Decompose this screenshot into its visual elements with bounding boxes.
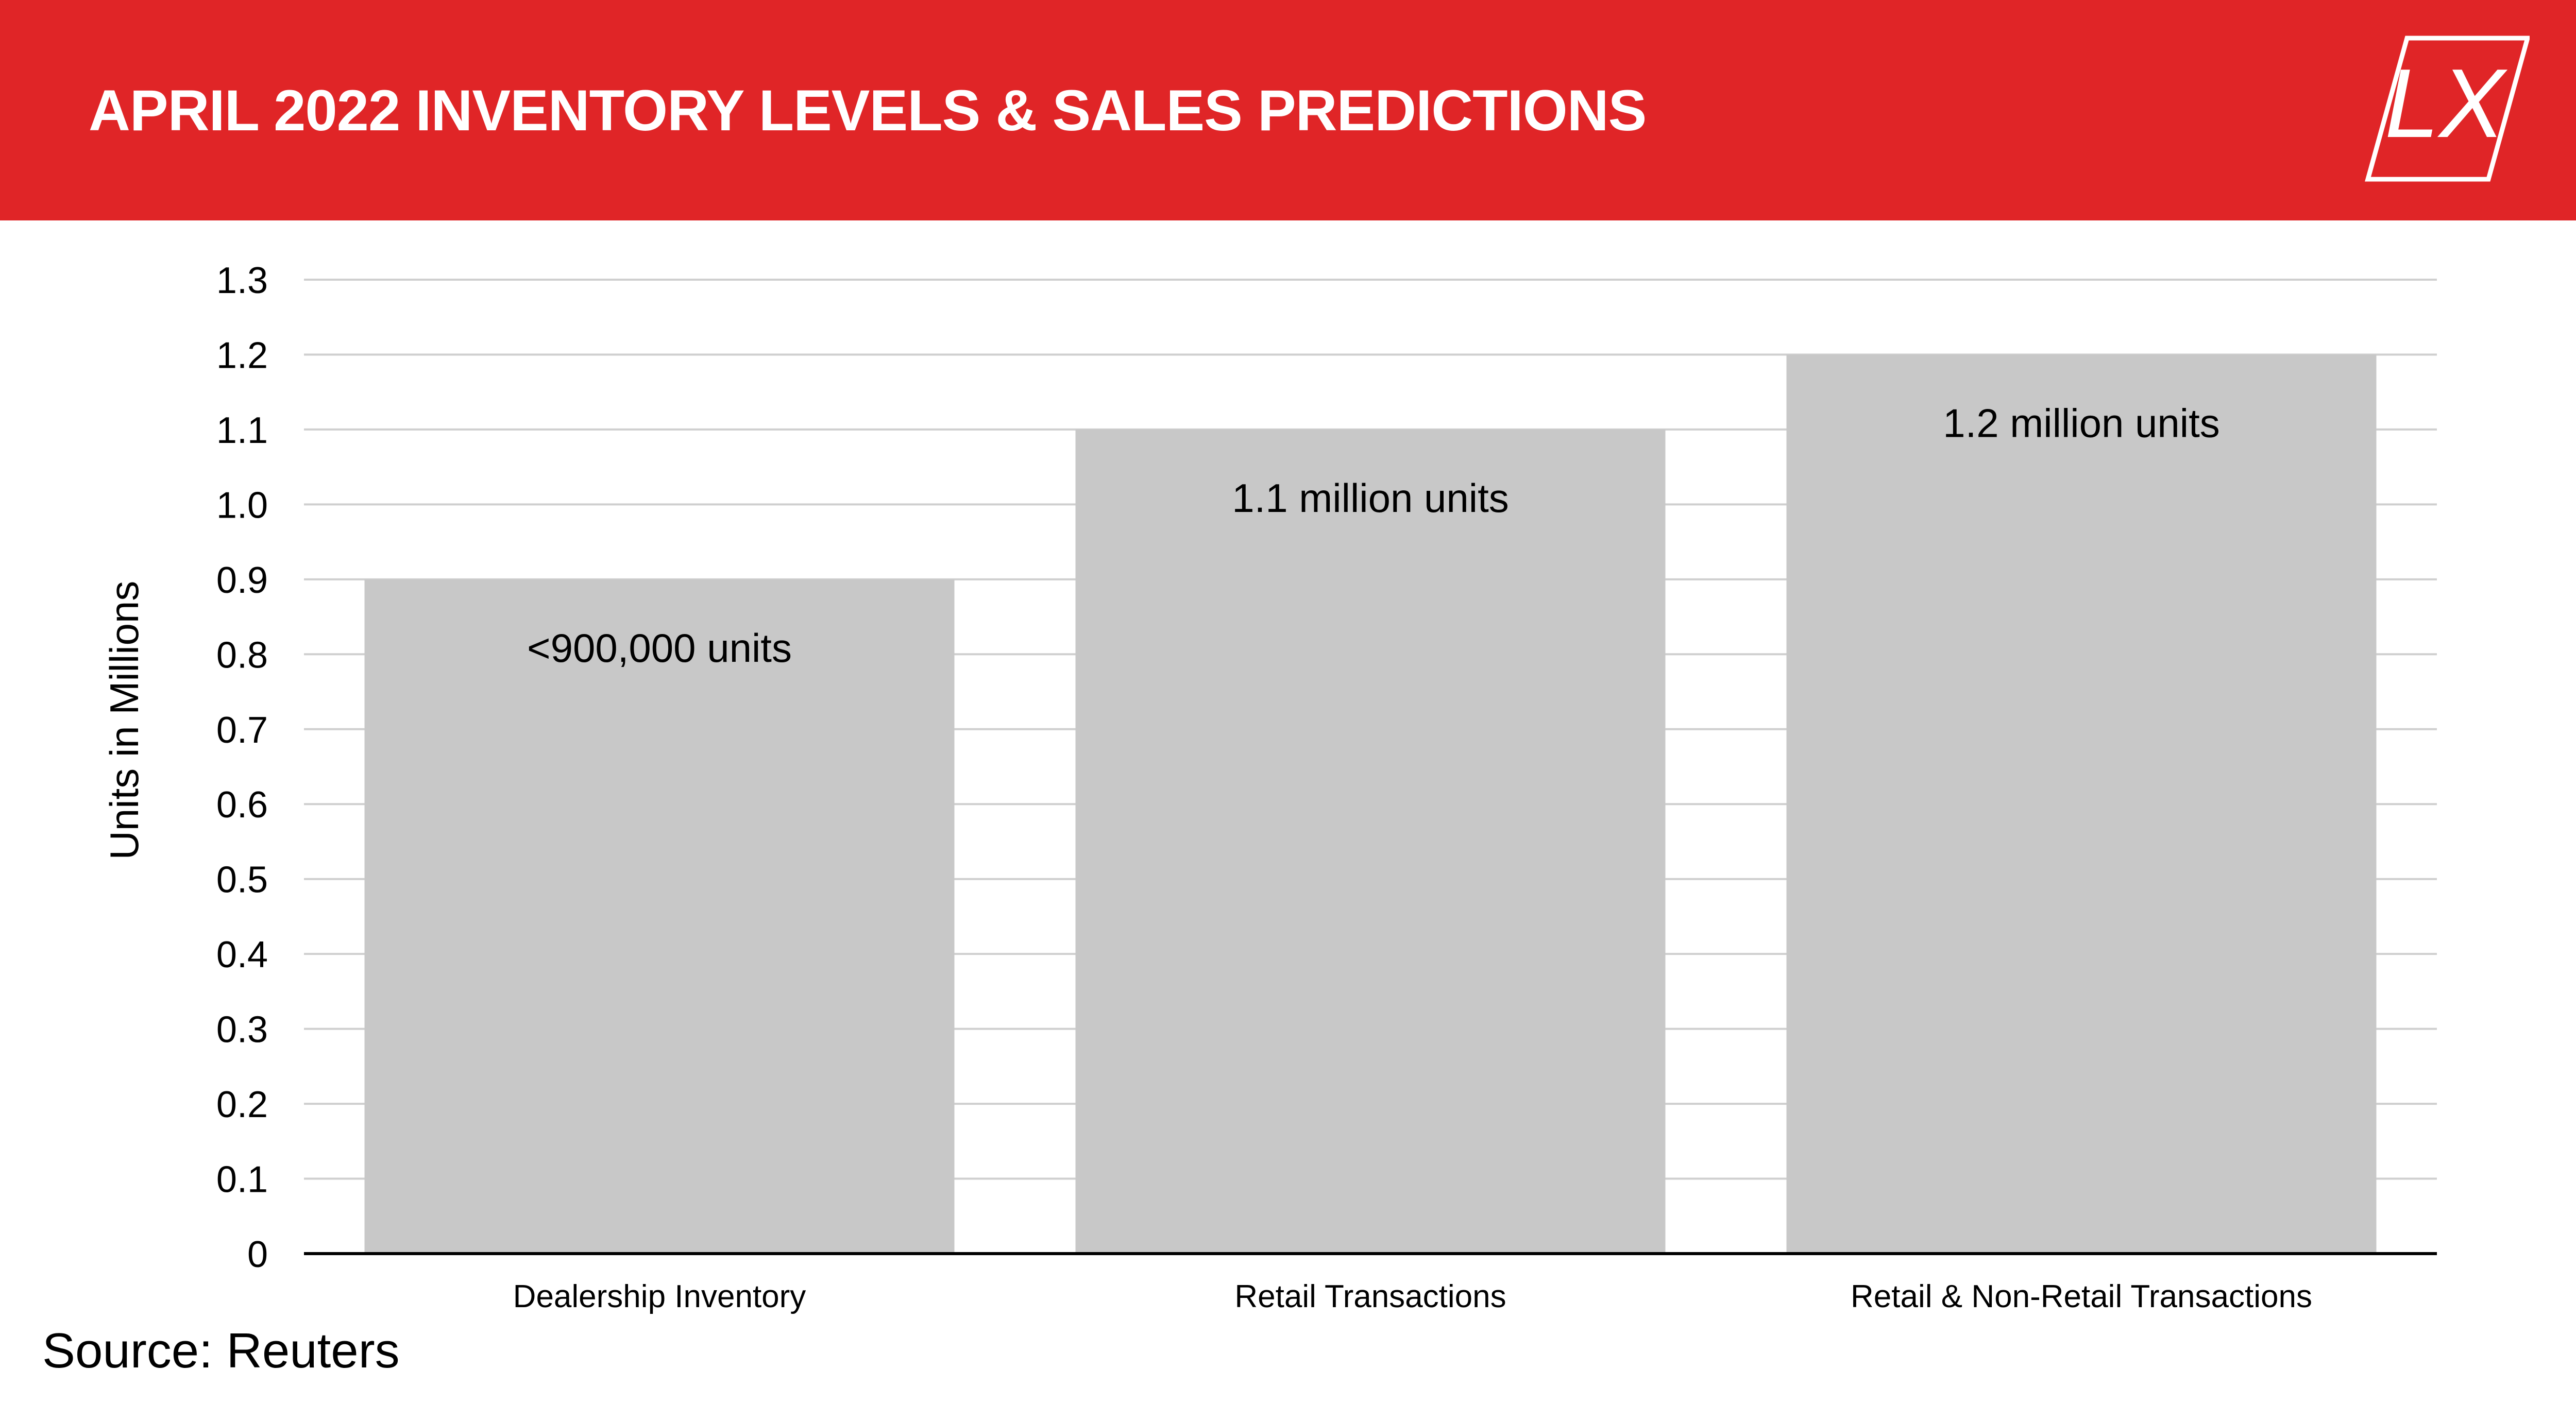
x-axis-ticks: Dealership Inventory Retail Transactions R… <box>513 1279 2312 1314</box>
y-tick-label: 0 <box>247 1234 268 1275</box>
y-tick-label: 0.1 <box>216 1159 268 1201</box>
y-tick-label: 1.1 <box>216 410 268 451</box>
y-tick-label: 0.8 <box>216 635 268 676</box>
bar <box>1786 354 2377 1254</box>
y-tick-label: 0.4 <box>216 934 268 975</box>
y-axis-title: Units in Millions <box>101 581 147 860</box>
y-tick-label: 1.0 <box>216 485 268 526</box>
x-tick-label: Dealership Inventory <box>513 1279 806 1314</box>
y-axis-ticks: 0 0.1 0.2 0.3 0.4 0.5 0.6 0.7 0.8 0.9 1.0 1.1 1.2 1.3 <box>216 260 268 1275</box>
x-tick-label: Retail & Non-Retail Transactions <box>1851 1279 2312 1314</box>
header-banner: APRIL 2022 INVENTORY LEVELS & SALES PRED… <box>0 0 2576 220</box>
y-tick-label: 1.3 <box>216 260 268 301</box>
lx-logo: LX <box>2365 36 2530 182</box>
data-label: 1.1 million units <box>1232 475 1509 521</box>
y-tick-label: 1.2 <box>216 335 268 376</box>
source-note: Source: Reuters <box>42 1323 400 1378</box>
y-tick-label: 0.3 <box>216 1009 268 1051</box>
x-tick-label: Retail Transactions <box>1234 1279 1506 1314</box>
lx-logo-text: LX <box>2385 49 2508 158</box>
bar <box>1075 429 1666 1254</box>
data-labels: <900,000 units 1.1 million units 1.2 milli… <box>527 400 2220 670</box>
data-label: <900,000 units <box>527 625 792 671</box>
y-tick-label: 0.9 <box>216 560 268 601</box>
chart-title: APRIL 2022 INVENTORY LEVELS & SALES PRED… <box>89 78 1647 143</box>
data-label: 1.2 million units <box>1943 400 2220 446</box>
bar <box>364 579 955 1254</box>
y-tick-label: 0.6 <box>216 784 268 826</box>
y-tick-label: 0.2 <box>216 1084 268 1125</box>
y-tick-label: 0.7 <box>216 710 268 751</box>
bars <box>364 354 2377 1254</box>
y-tick-label: 0.5 <box>216 860 268 901</box>
